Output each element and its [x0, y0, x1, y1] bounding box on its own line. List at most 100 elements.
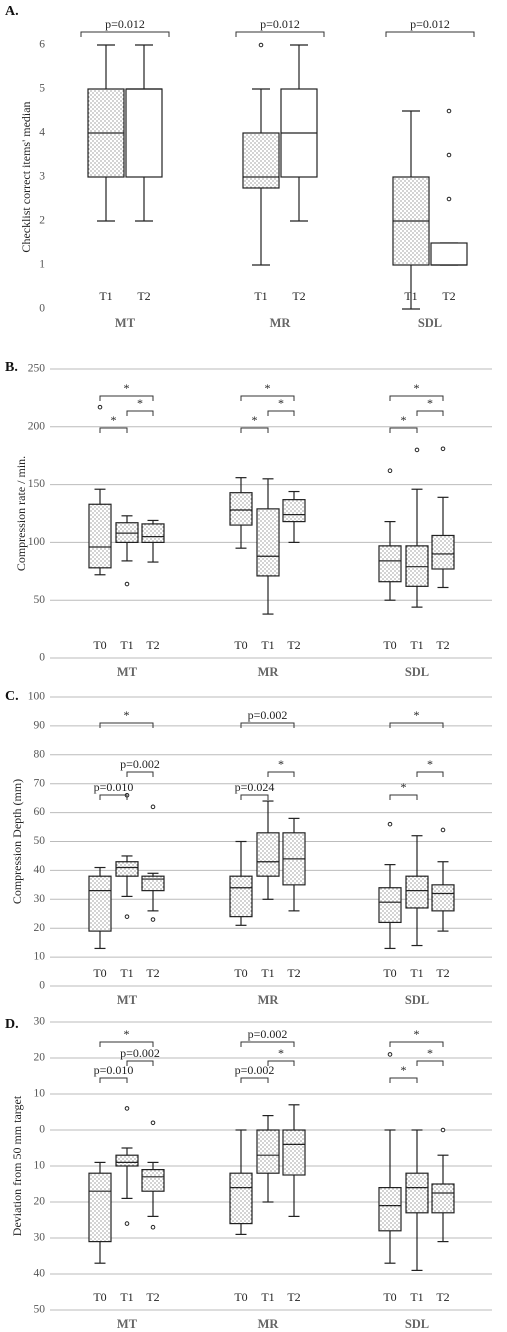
time-label: T2 [146, 638, 159, 652]
time-label: T2 [287, 1290, 300, 1304]
outlier [124, 1106, 130, 1111]
bracket-label: * [414, 381, 420, 395]
box [378, 1186, 402, 1232]
box [405, 875, 429, 909]
y-tick-label: 0 [39, 303, 45, 315]
time-label: T0 [383, 638, 396, 652]
time-label: T2 [287, 638, 300, 652]
box [141, 875, 165, 892]
time-label: T0 [383, 966, 396, 980]
bracket [99, 794, 128, 800]
y-tick-label: 10 [34, 1088, 46, 1100]
bracket [267, 410, 295, 416]
bracket-label: * [401, 780, 407, 794]
box [88, 1172, 112, 1243]
box [430, 242, 468, 266]
bracket [267, 771, 295, 777]
bracket [416, 771, 444, 777]
group-label: MT [117, 993, 138, 1007]
group-label: MR [258, 993, 280, 1007]
box [431, 1183, 455, 1214]
y-tick-label: 10 [34, 951, 46, 963]
bracket-label: p=0.002 [120, 757, 160, 771]
outlier [150, 917, 156, 922]
bracket-label: p=0.002 [120, 1046, 160, 1060]
time-label: T2 [436, 1290, 449, 1304]
outlier [440, 827, 446, 833]
y-tick-label: 6 [39, 39, 45, 51]
outlier [387, 468, 393, 474]
outlier [414, 447, 420, 453]
y-tick-label: 20 [34, 922, 46, 934]
box [229, 1172, 253, 1225]
box [378, 887, 402, 924]
bracket [240, 427, 269, 433]
time-label: T0 [93, 1290, 106, 1304]
time-label: T1 [120, 638, 133, 652]
bracket-label: * [427, 757, 433, 771]
panel-title: A. [5, 4, 19, 19]
time-label: T1 [254, 289, 267, 303]
outlier [124, 1221, 130, 1226]
time-label: T1 [261, 966, 274, 980]
bracket-label: p=0.024 [235, 780, 275, 794]
y-tick-label: 70 [34, 777, 46, 789]
bracket [99, 722, 154, 728]
box [229, 492, 253, 526]
bracket [126, 410, 154, 416]
box [88, 875, 112, 932]
outlier [440, 446, 446, 452]
time-label: T2 [442, 289, 455, 303]
panel-title: D. [5, 1017, 19, 1032]
bracket-label: * [111, 413, 117, 427]
bracket [240, 395, 295, 401]
bracket-label: * [265, 381, 271, 395]
time-label: T0 [93, 966, 106, 980]
box [115, 861, 139, 877]
box [242, 132, 280, 189]
group-label: SDL [405, 993, 429, 1007]
time-label: T1 [120, 966, 133, 980]
y-tick-label: 0 [39, 980, 45, 992]
y-tick-label: 100 [28, 536, 46, 548]
bracket [126, 1060, 154, 1066]
y-tick-label: 1 [39, 259, 45, 271]
box [431, 884, 455, 912]
time-label: T1 [120, 1290, 133, 1304]
y-tick-label: 60 [34, 806, 46, 818]
box [431, 534, 455, 570]
bracket [389, 395, 444, 401]
bracket [99, 1041, 154, 1047]
outlier [150, 1224, 156, 1230]
y-tick-label: 50 [34, 594, 46, 606]
bracket-label: p=0.012 [410, 17, 450, 31]
y-tick-label: 0 [39, 1124, 45, 1136]
bracket [389, 427, 418, 433]
bracket-label: * [278, 396, 284, 410]
time-label: T1 [410, 966, 423, 980]
bracket-label: * [401, 413, 407, 427]
box [88, 503, 112, 569]
outlier [387, 1052, 393, 1057]
bracket-label: * [278, 1046, 284, 1060]
y-tick-label: 200 [28, 420, 46, 432]
y-tick-label: 80 [34, 748, 46, 760]
time-label: T1 [410, 638, 423, 652]
bracket-label: * [124, 1027, 130, 1041]
group-label: SDL [418, 316, 442, 330]
time-label: T1 [261, 638, 274, 652]
outlier [258, 42, 264, 48]
bracket [99, 427, 128, 433]
box [141, 523, 165, 543]
y-tick-label: 3 [39, 171, 45, 183]
group-label: SDL [405, 665, 429, 679]
group-label: MT [117, 665, 138, 679]
bracket [416, 410, 444, 416]
group-label: SDL [405, 1317, 429, 1331]
outlier [446, 152, 452, 158]
bracket-label: p=0.002 [235, 1063, 275, 1077]
box [282, 1129, 306, 1176]
bracket-label: p=0.010 [94, 780, 134, 794]
bracket-label: p=0.012 [105, 17, 145, 31]
